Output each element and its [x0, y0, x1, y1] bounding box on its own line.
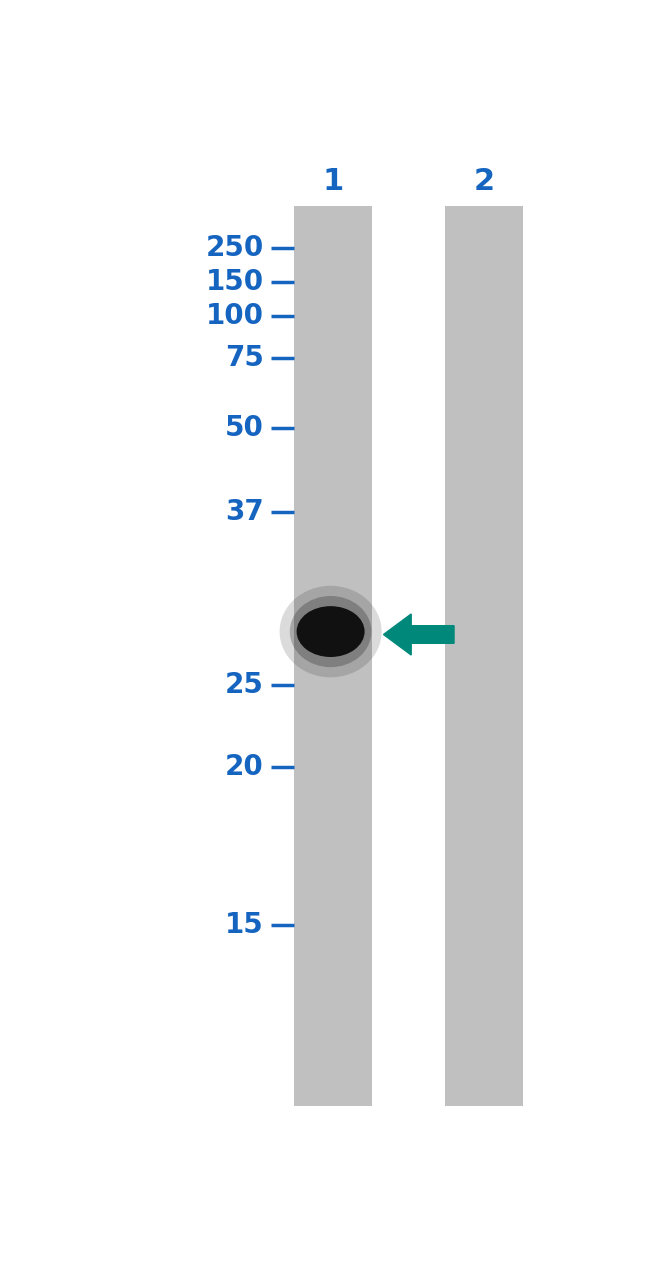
Text: 15: 15	[225, 911, 264, 939]
Ellipse shape	[280, 585, 382, 677]
Bar	[294, 206, 372, 1106]
Bar	[445, 206, 523, 1106]
Text: 2: 2	[474, 168, 495, 197]
Text: 37: 37	[225, 498, 264, 526]
FancyArrow shape	[384, 613, 454, 655]
Ellipse shape	[296, 606, 365, 657]
Ellipse shape	[290, 596, 371, 667]
Text: 1: 1	[322, 168, 344, 197]
Text: 100: 100	[206, 302, 264, 330]
Text: 20: 20	[225, 753, 264, 781]
Text: 75: 75	[225, 344, 264, 372]
Text: 250: 250	[205, 234, 264, 262]
Text: 25: 25	[225, 672, 264, 700]
Text: 50: 50	[225, 414, 264, 442]
Text: 150: 150	[206, 268, 264, 296]
